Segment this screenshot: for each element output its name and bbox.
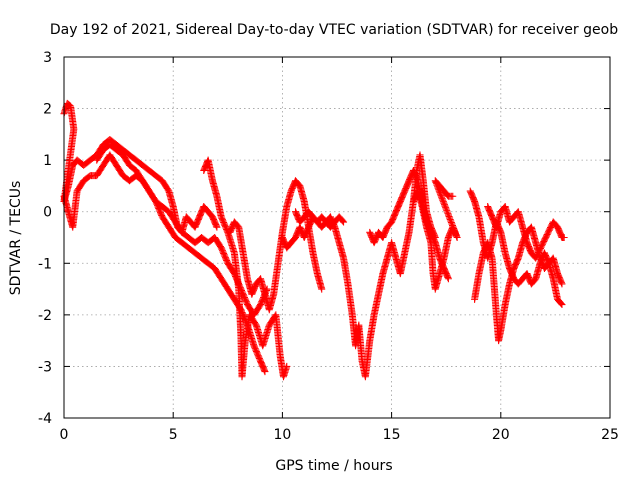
data-point-marker: [445, 213, 453, 221]
series-t1: [60, 99, 221, 236]
data-point-marker: [449, 222, 457, 230]
data-point-marker: [449, 223, 457, 231]
data-point-marker: [444, 210, 452, 218]
series-t9: [409, 177, 461, 293]
y-tick-label: 3: [43, 50, 52, 66]
data-point-marker: [446, 216, 454, 224]
data-point-marker: [446, 214, 454, 222]
data-point-marker: [557, 300, 565, 308]
x-tick-label: 5: [169, 427, 178, 443]
data-point-marker: [339, 217, 347, 225]
data-markers: [60, 99, 568, 381]
data-point-marker: [318, 285, 326, 293]
series-t10: [466, 187, 566, 309]
series-t2: [60, 151, 271, 319]
data-point-marker: [447, 219, 455, 227]
data-point-marker: [436, 190, 444, 198]
data-point-marker: [213, 223, 221, 231]
data-point-marker: [453, 232, 461, 240]
data-point-marker: [441, 202, 449, 210]
data-point-marker: [440, 199, 448, 207]
data-point-marker: [558, 280, 566, 288]
data-point-marker: [437, 192, 445, 200]
data-point-marker: [283, 362, 291, 370]
data-point-marker: [261, 368, 269, 376]
data-point-marker: [444, 211, 452, 219]
data-point-marker: [439, 198, 447, 206]
data-point-marker: [451, 229, 459, 237]
series-t12: [484, 203, 568, 262]
y-tick-label: -2: [38, 308, 52, 324]
data-point-marker: [438, 193, 446, 201]
x-tick-label: 25: [601, 427, 619, 443]
data-point-marker: [439, 196, 447, 204]
data-point-marker: [448, 220, 456, 228]
series-t4: [200, 156, 291, 381]
data-point-marker: [438, 195, 446, 203]
y-tick-label: -4: [38, 411, 52, 427]
x-axis-label: GPS time / hours: [275, 458, 392, 474]
data-point-marker: [452, 231, 460, 239]
chart-title: Day 192 of 2021, Sidereal Day-to-day VTE…: [50, 22, 618, 38]
data-point-marker: [443, 208, 451, 216]
data-point-marker: [450, 226, 458, 234]
data-point-marker: [560, 234, 568, 241]
y-tick-label: 2: [43, 102, 52, 118]
data-point-marker: [440, 201, 448, 209]
series-t6: [278, 213, 348, 252]
data-point-marker: [450, 225, 458, 233]
x-tick-label: 0: [60, 427, 69, 443]
data-point-marker: [442, 204, 450, 212]
y-tick-label: -1: [38, 256, 52, 272]
x-tick-label: 10: [273, 427, 291, 443]
y-tick-label: 1: [43, 153, 52, 169]
data-point-marker: [442, 205, 450, 213]
data-point-marker: [443, 207, 451, 215]
y-axis-label: SDTVAR / TECUs: [8, 181, 24, 296]
x-tick-label: 15: [383, 427, 401, 443]
data-point-marker: [451, 228, 459, 236]
data-point-marker: [449, 192, 457, 200]
data-point-marker: [453, 234, 461, 241]
data-point-marker: [340, 218, 348, 226]
y-tick-label: 0: [43, 205, 52, 221]
data-point-marker: [444, 275, 452, 283]
data-point-marker: [447, 217, 455, 225]
x-tick-label: 20: [492, 427, 510, 443]
data-point-marker: [558, 301, 566, 309]
series-t11: [471, 223, 566, 345]
plot-frame: [63, 56, 611, 419]
y-tick-label: -3: [38, 359, 52, 375]
